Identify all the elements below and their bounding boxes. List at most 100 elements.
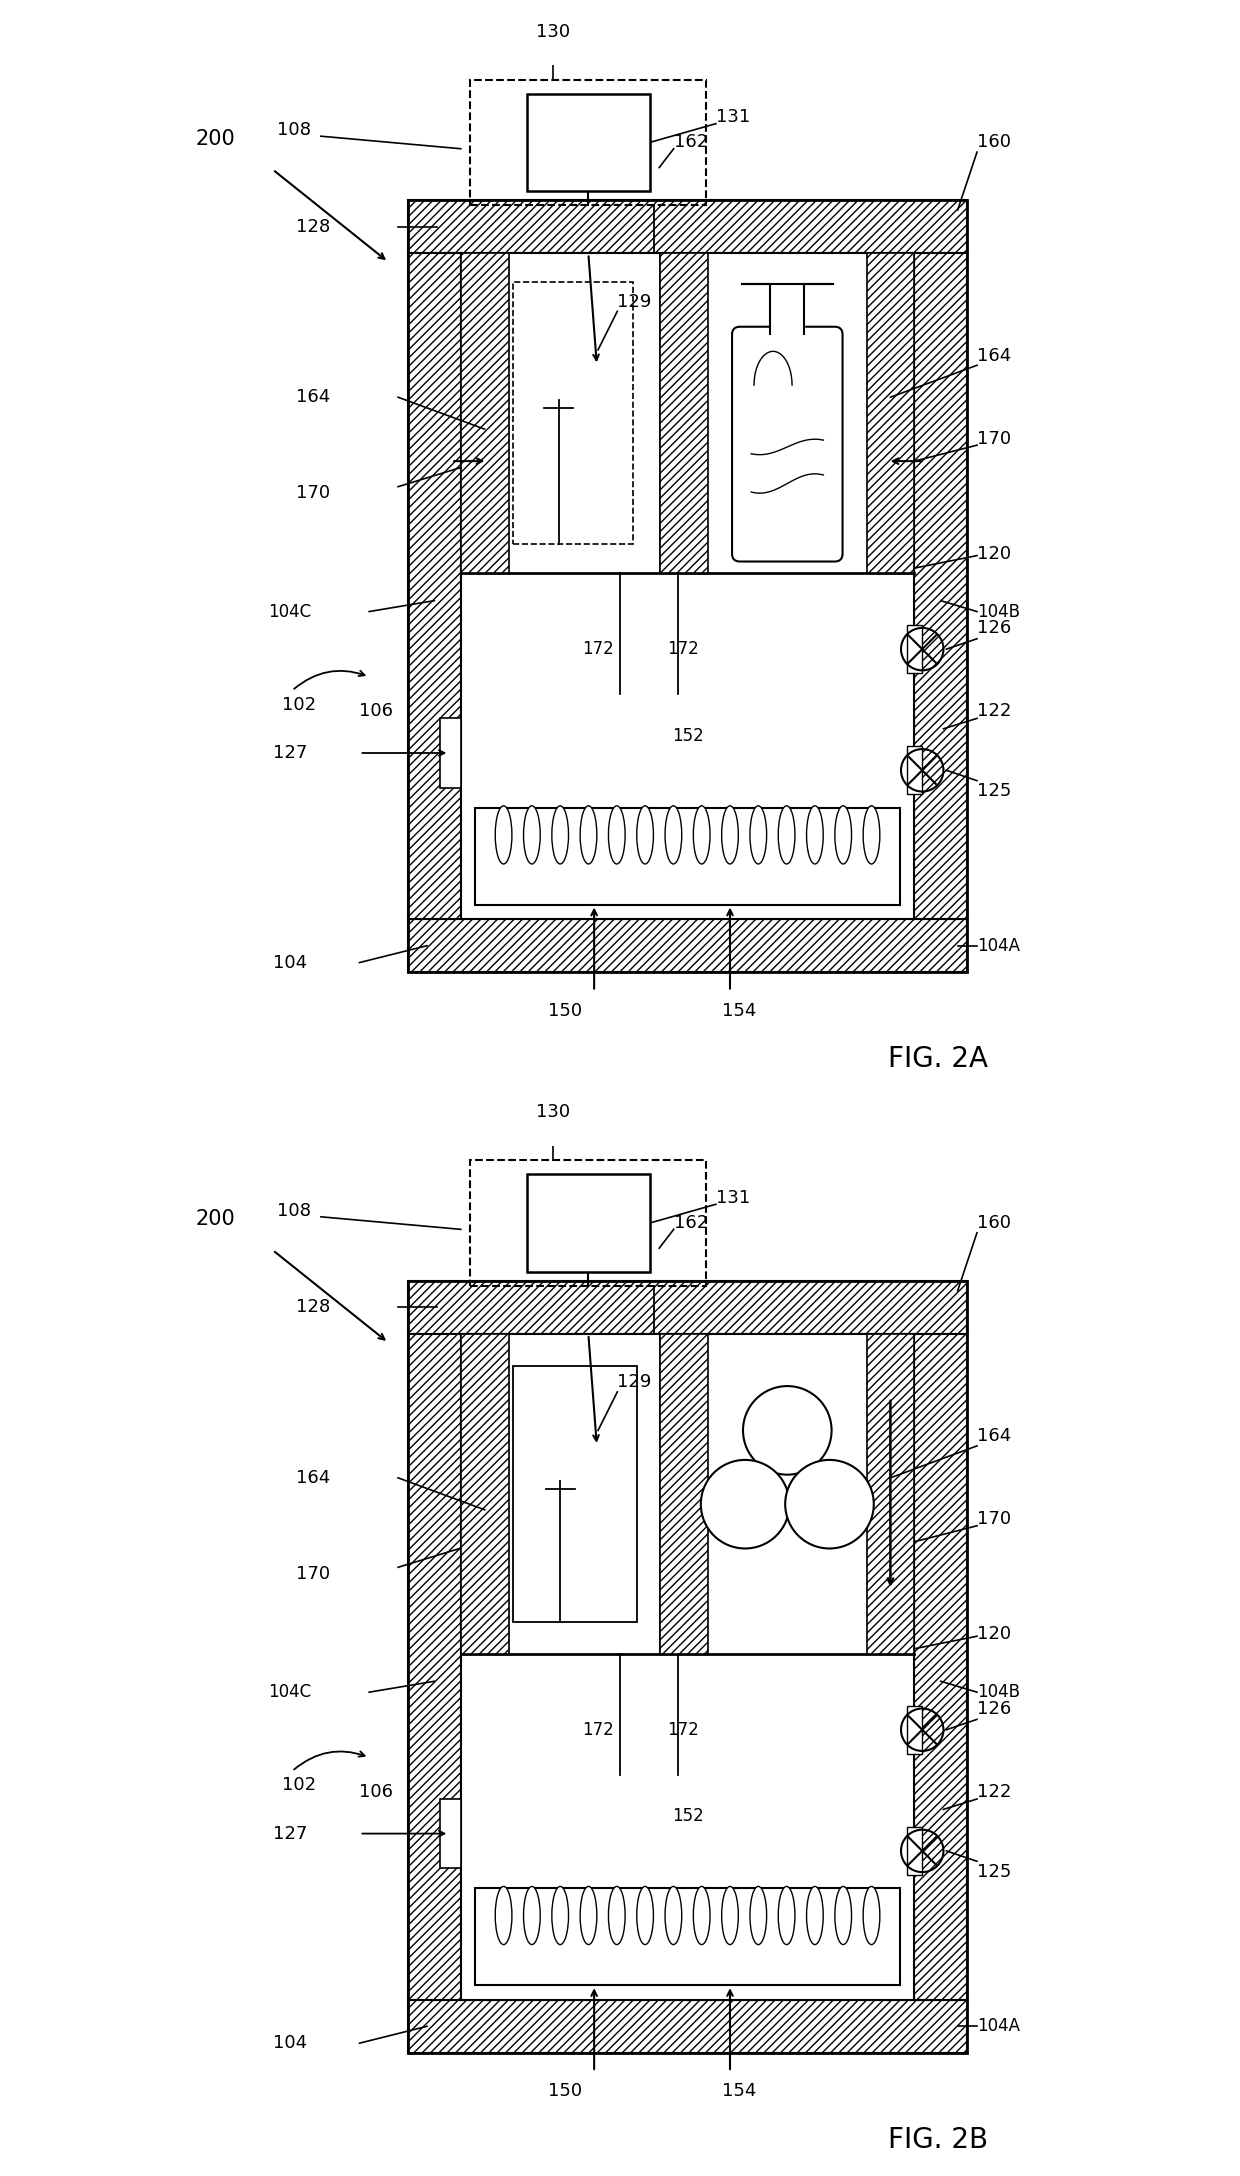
Text: 122: 122 [977,703,1012,720]
Text: 102: 102 [283,1776,316,1795]
Text: 152: 152 [672,727,703,744]
Bar [439,1800,461,1869]
Ellipse shape [637,805,653,864]
Ellipse shape [750,1887,766,1945]
Text: 125: 125 [977,1863,1012,1880]
Text: 104: 104 [273,953,306,970]
Bar [867,252,914,572]
Circle shape [785,1460,874,1549]
Text: 162: 162 [673,133,708,152]
Text: 120: 120 [977,544,1011,564]
Bar [867,1334,914,1654]
Text: 104: 104 [273,2035,306,2052]
Ellipse shape [665,1887,682,1945]
Text: 104C: 104C [268,603,311,620]
Ellipse shape [693,805,711,864]
FancyBboxPatch shape [732,326,842,561]
Ellipse shape [552,805,568,864]
Ellipse shape [637,1887,653,1945]
Text: 164: 164 [296,387,331,407]
Text: 126: 126 [977,1699,1012,1719]
Text: 129: 129 [618,1373,652,1390]
Text: 164: 164 [977,1427,1012,1445]
Bar [408,1334,461,2000]
Text: 104B: 104B [977,603,1021,620]
Ellipse shape [722,805,738,864]
Bar [408,2000,967,2052]
Text: 128: 128 [296,218,331,235]
Text: 102: 102 [283,696,316,714]
Text: 170: 170 [296,483,331,503]
Text: 104C: 104C [268,1684,311,1702]
Text: 172: 172 [667,1721,699,1739]
Text: 150: 150 [548,2082,583,2100]
Bar [461,252,508,572]
Text: 106: 106 [360,703,393,720]
Text: 131: 131 [715,109,750,126]
Ellipse shape [750,805,766,864]
Ellipse shape [835,1887,852,1945]
Text: 160: 160 [977,1214,1011,1232]
Bar [408,200,967,973]
Bar [661,1334,708,1654]
Text: 170: 170 [977,431,1011,448]
Bar [906,1706,923,1754]
Ellipse shape [806,805,823,864]
Text: 160: 160 [977,133,1011,152]
Text: 104A: 104A [977,2017,1021,2035]
Text: 131: 131 [715,1188,750,1208]
Ellipse shape [863,805,880,864]
Text: 127: 127 [273,744,308,762]
Text: 150: 150 [548,1001,583,1021]
Text: 108: 108 [278,1201,311,1219]
Text: 164: 164 [977,346,1012,366]
Polygon shape [742,283,833,335]
Text: 108: 108 [278,122,311,139]
Bar [661,252,708,572]
Text: 104B: 104B [977,1684,1021,1702]
Text: 106: 106 [360,1782,393,1802]
Bar [408,1282,967,1334]
Bar [461,1334,914,2000]
Text: 104A: 104A [977,936,1021,955]
Ellipse shape [779,805,795,864]
Text: 126: 126 [977,620,1012,638]
Ellipse shape [722,1887,738,1945]
Bar [439,718,461,788]
Bar [408,1282,967,2052]
Text: 154: 154 [723,2082,756,2100]
Text: 129: 129 [618,292,652,311]
Text: 200: 200 [196,1210,236,1229]
Bar [408,200,967,252]
Ellipse shape [693,1887,711,1945]
Text: 122: 122 [977,1782,1012,1802]
Bar [461,252,914,918]
Text: 170: 170 [296,1565,331,1582]
Ellipse shape [523,1887,541,1945]
Bar [906,746,923,794]
Bar [461,1334,508,1654]
Bar [475,807,900,905]
Text: 127: 127 [273,1826,308,1843]
Bar [914,1334,967,2000]
Bar [475,1889,900,1985]
Text: 172: 172 [667,640,699,657]
Ellipse shape [552,1887,568,1945]
Text: FIG. 2B: FIG. 2B [888,2126,988,2154]
Bar [527,1175,650,1273]
Ellipse shape [835,805,852,864]
Text: 172: 172 [583,640,614,657]
Bar [470,81,707,205]
Bar [408,918,967,973]
Ellipse shape [665,805,682,864]
Circle shape [701,1460,790,1549]
Ellipse shape [523,805,541,864]
Ellipse shape [863,1887,880,1945]
Ellipse shape [779,1887,795,1945]
Text: 200: 200 [196,128,236,148]
Ellipse shape [609,805,625,864]
Text: 164: 164 [296,1469,331,1486]
Ellipse shape [580,805,596,864]
Bar [906,1828,923,1876]
Text: 154: 154 [723,1001,756,1021]
